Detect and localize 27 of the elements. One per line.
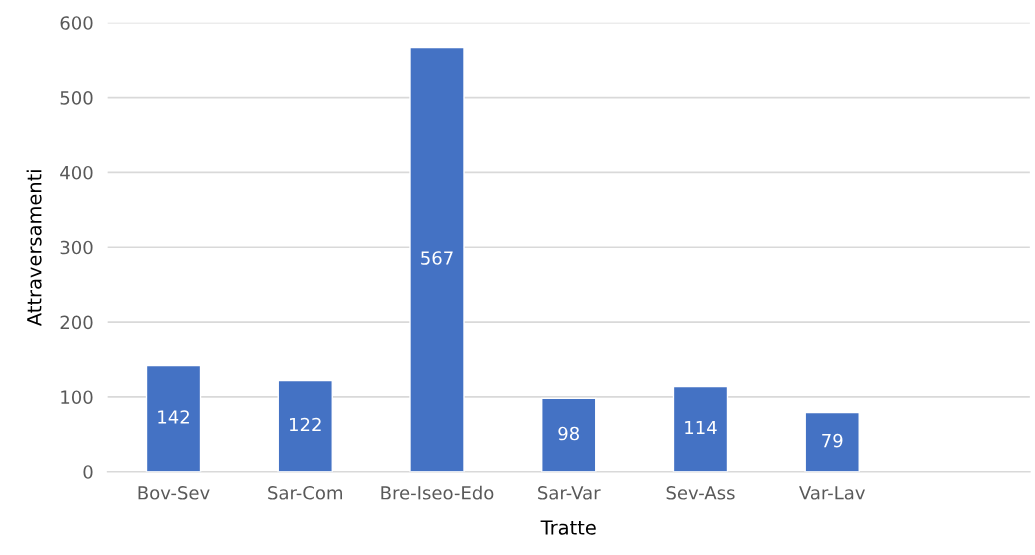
data-label: 98 bbox=[558, 426, 579, 441]
bar bbox=[672, 385, 729, 472]
bar bbox=[804, 411, 860, 472]
y-tick-label: 300 bbox=[60, 240, 93, 255]
x-tick-label: Sar-Var bbox=[538, 485, 601, 500]
bar bbox=[541, 397, 597, 472]
y-axis-title: Attraversamenti bbox=[26, 170, 42, 327]
x-tick-label: Bre-Iseo-Edo bbox=[381, 485, 494, 500]
x-tick-label: Bov-Sev bbox=[138, 485, 210, 500]
bar bbox=[409, 46, 465, 472]
data-label: 114 bbox=[685, 420, 717, 435]
bar bbox=[277, 379, 333, 472]
x-axis-title: Tratte bbox=[540, 520, 596, 535]
x-tick-label: Sev-Ass bbox=[666, 485, 735, 500]
x-tick-label: Sar-Com bbox=[268, 485, 342, 500]
data-label: 142 bbox=[158, 410, 189, 424]
bar bbox=[145, 364, 202, 472]
y-tick-label: 600 bbox=[60, 16, 93, 30]
y-tick-label: 200 bbox=[60, 315, 93, 330]
y-tick-label: 0 bbox=[83, 465, 93, 479]
y-tick-label: 400 bbox=[60, 165, 93, 180]
y-tick-label: 100 bbox=[61, 390, 93, 405]
data-label: 79 bbox=[822, 433, 843, 448]
y-tick-label: 500 bbox=[60, 91, 93, 105]
x-tick-label: Var-Lav bbox=[799, 486, 865, 500]
data-label: 122 bbox=[290, 417, 321, 432]
data-label: 567 bbox=[421, 251, 453, 265]
